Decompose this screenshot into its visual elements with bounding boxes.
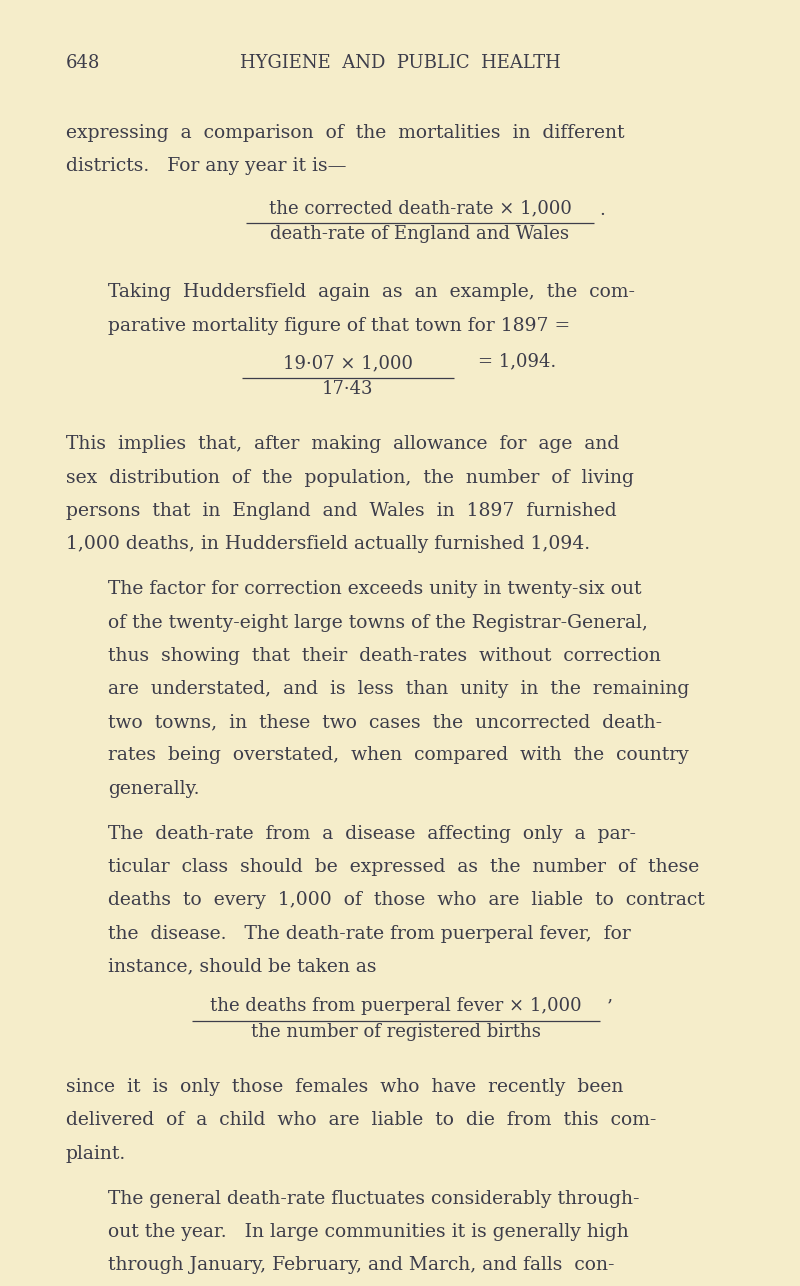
Text: Taking  Huddersfield  again  as  an  example,  the  com-: Taking Huddersfield again as an example,… <box>108 283 635 301</box>
Text: The  death-rate  from  a  disease  affecting  only  a  par-: The death-rate from a disease affecting … <box>108 826 636 844</box>
Text: thus  showing  that  their  death-rates  without  correction: thus showing that their death-rates with… <box>108 647 661 665</box>
Text: out the year.   In large communities it is generally high: out the year. In large communities it is… <box>108 1223 629 1241</box>
Text: districts.   For any year it is—: districts. For any year it is— <box>66 157 346 175</box>
Text: expressing  a  comparison  of  the  mortalities  in  different: expressing a comparison of the mortaliti… <box>66 123 624 141</box>
Text: parative mortality figure of that town for 1897 =: parative mortality figure of that town f… <box>108 316 570 334</box>
Text: sex  distribution  of  the  population,  the  number  of  living: sex distribution of the population, the … <box>66 468 634 486</box>
Text: the corrected death-rate × 1,000: the corrected death-rate × 1,000 <box>269 199 571 217</box>
Text: delivered  of  a  child  who  are  liable  to  die  from  this  com-: delivered of a child who are liable to d… <box>66 1111 656 1129</box>
Text: .: . <box>598 202 605 220</box>
Text: ’: ’ <box>606 998 612 1016</box>
Text: plaint.: plaint. <box>66 1145 126 1163</box>
Text: 1,000 deaths, in Huddersfield actually furnished 1,094.: 1,000 deaths, in Huddersfield actually f… <box>66 535 590 553</box>
Text: the number of registered births: the number of registered births <box>251 1022 541 1040</box>
Text: HYGIENE  AND  PUBLIC  HEALTH: HYGIENE AND PUBLIC HEALTH <box>240 54 560 72</box>
Text: persons  that  in  England  and  Wales  in  1897  furnished: persons that in England and Wales in 189… <box>66 502 616 520</box>
Text: the  disease.   The death-rate from puerperal fever,  for: the disease. The death-rate from puerper… <box>108 925 630 943</box>
Text: This  implies  that,  after  making  allowance  for  age  and: This implies that, after making allowanc… <box>66 436 619 454</box>
Text: 648: 648 <box>66 54 100 72</box>
Text: since  it  is  only  those  females  who  have  recently  been: since it is only those females who have … <box>66 1078 623 1096</box>
Text: rates  being  overstated,  when  compared  with  the  country: rates being overstated, when compared wi… <box>108 746 689 764</box>
Text: instance, should be taken as: instance, should be taken as <box>108 958 377 976</box>
Text: 17·43: 17·43 <box>322 379 374 397</box>
Text: deaths  to  every  1,000  of  those  who  are  liable  to  contract: deaths to every 1,000 of those who are l… <box>108 891 705 909</box>
Text: generally.: generally. <box>108 779 199 797</box>
Text: 19·07 × 1,000: 19·07 × 1,000 <box>283 355 413 373</box>
Text: The general death-rate fluctuates considerably through-: The general death-rate fluctuates consid… <box>108 1190 639 1208</box>
Text: two  towns,  in  these  two  cases  the  uncorrected  death-: two towns, in these two cases the uncorr… <box>108 714 662 732</box>
Text: ticular  class  should  be  expressed  as  the  number  of  these: ticular class should be expressed as the… <box>108 858 699 876</box>
Text: through January, February, and March, and falls  con-: through January, February, and March, an… <box>108 1256 614 1274</box>
Text: The factor for correction exceeds unity in twenty-six out: The factor for correction exceeds unity … <box>108 580 642 598</box>
Text: the deaths from puerperal fever × 1,000: the deaths from puerperal fever × 1,000 <box>210 997 582 1015</box>
Text: = 1,094.: = 1,094. <box>478 352 556 370</box>
Text: are  understated,  and  is  less  than  unity  in  the  remaining: are understated, and is less than unity … <box>108 680 690 698</box>
Text: of the twenty-eight large towns of the Registrar-General,: of the twenty-eight large towns of the R… <box>108 613 648 631</box>
Text: death-rate of England and Wales: death-rate of England and Wales <box>270 225 570 243</box>
